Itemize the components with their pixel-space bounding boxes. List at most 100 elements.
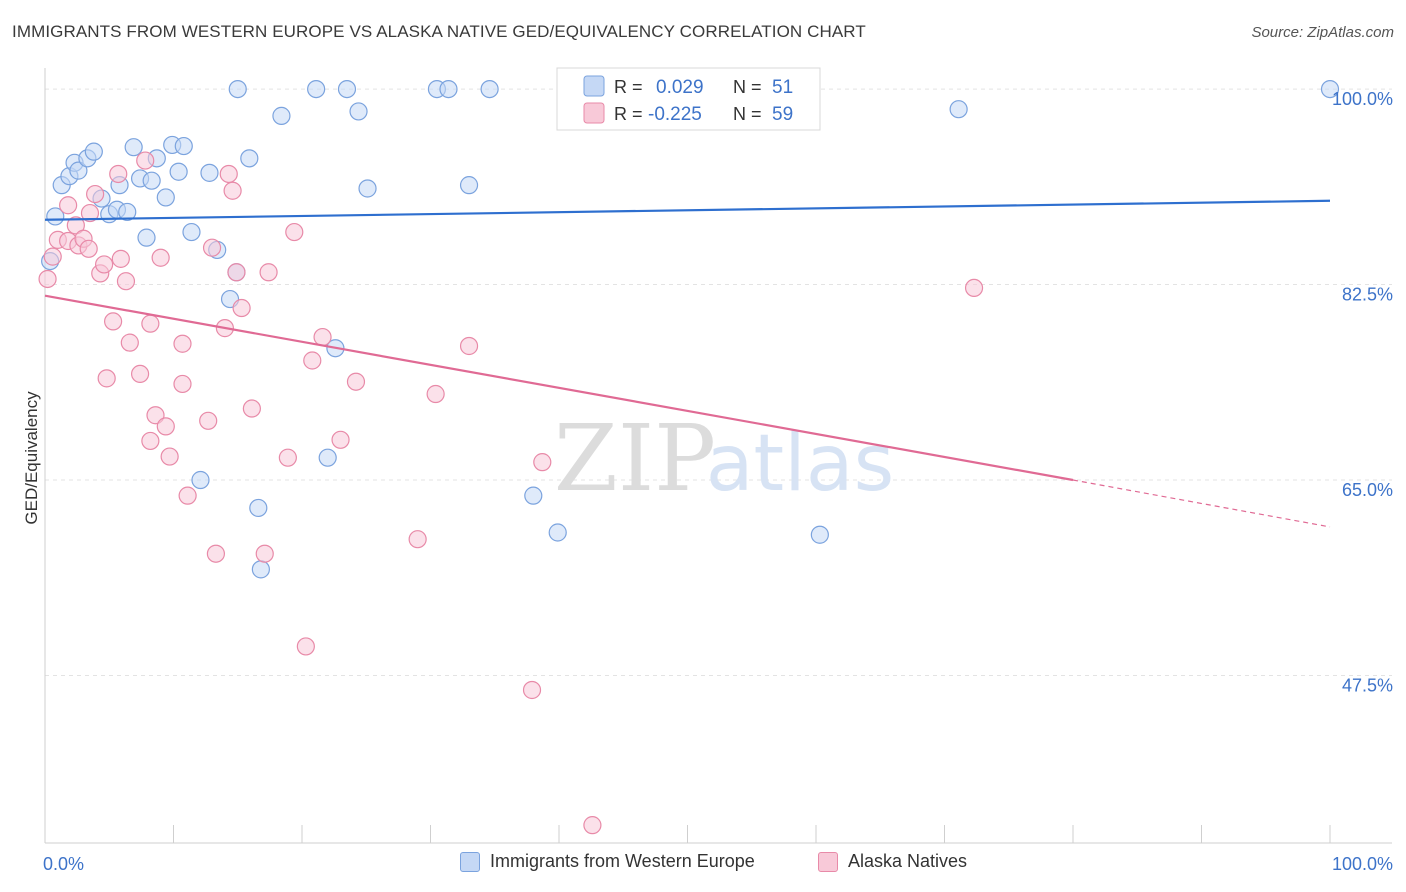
y-tick-label-1: 82.5% (1342, 285, 1393, 305)
data-point-pink-36 (227, 263, 246, 282)
data-point-pink-39 (255, 544, 274, 563)
data-point-blue-37 (349, 102, 368, 121)
data-point-pink-20 (136, 151, 155, 170)
chart-source: Source: ZipAtlas.com (1251, 24, 1394, 41)
data-point-pink-42 (285, 222, 304, 242)
data-point-pink-21 (141, 314, 160, 333)
data-point-blue-29 (240, 149, 259, 168)
legend-top-n-value-blue: 51 (772, 77, 793, 98)
data-point-blue-13 (124, 138, 143, 157)
data-point-pink-30 (199, 411, 218, 430)
watermark-atlas: atlas (706, 419, 895, 509)
axes (44, 68, 1392, 844)
data-point-blue-33 (307, 79, 326, 99)
data-point-pink-15 (109, 164, 128, 184)
data-point-pink-40 (259, 263, 278, 282)
grid-lines (45, 88, 1392, 676)
data-point-blue-32 (272, 106, 291, 125)
data-point-blue-38 (358, 179, 377, 198)
data-point-pink-35 (223, 181, 242, 200)
data-points (38, 79, 1340, 835)
data-point-pink-23 (146, 406, 165, 425)
legend-top-r-label-blue: R = (614, 77, 643, 97)
data-point-pink-37 (232, 298, 251, 318)
data-point-blue-34 (318, 448, 337, 467)
legend-item-alaska-natives: Alaska Natives (818, 851, 967, 872)
data-point-pink-43 (296, 637, 315, 656)
legend-top-n-value-pink: 59 (772, 104, 793, 125)
legend-top-swatch-blue (583, 75, 605, 97)
data-point-pink-26 (160, 447, 179, 466)
data-point-pink-13 (97, 369, 116, 388)
legend-label-alaska-natives: Alaska Natives (848, 851, 968, 871)
data-point-blue-15 (137, 228, 156, 247)
data-point-pink-49 (426, 384, 445, 404)
watermark: ZIP atlas (554, 405, 894, 512)
data-point-blue-31 (251, 560, 270, 579)
data-point-pink-14 (104, 312, 123, 331)
data-point-blue-20 (169, 162, 188, 181)
data-point-pink-45 (313, 327, 332, 347)
data-point-pink-34 (219, 164, 238, 184)
data-point-pink-25 (156, 417, 175, 436)
data-point-pink-16 (111, 249, 130, 268)
data-point-pink-54 (583, 816, 602, 835)
legend-label-western-europe: Immigrants from Western Europe (490, 851, 755, 871)
data-point-pink-32 (206, 544, 226, 563)
data-point-pink-58 (964, 278, 984, 297)
data-point-pink-17 (116, 272, 136, 291)
data-point-blue-43 (524, 486, 543, 505)
data-point-blue-50 (1320, 79, 1340, 99)
data-point-pink-31 (202, 238, 222, 257)
data-point-pink-44 (303, 351, 322, 370)
data-point-pink-10 (86, 184, 105, 204)
y-axis-label: GED/Equivalency (22, 391, 41, 525)
legend-swatch-blue (460, 851, 480, 872)
data-point-blue-44 (548, 523, 567, 542)
data-point-blue-16 (142, 171, 161, 190)
data-point-pink-4 (59, 196, 78, 215)
data-point-pink-28 (173, 374, 192, 394)
data-point-pink-27 (173, 334, 192, 353)
data-point-blue-49 (949, 100, 968, 119)
y-tick-label-3: 47.5% (1342, 675, 1393, 695)
x-tick-label-1: 100.0% (1332, 854, 1393, 874)
data-point-pink-29 (178, 486, 197, 505)
data-point-blue-40 (439, 79, 458, 99)
trend-lines (44, 199, 1331, 528)
data-point-pink-19 (130, 364, 150, 384)
chart-title: IMMIGRANTS FROM WESTERN EUROPE VS ALASKA… (12, 22, 866, 41)
legend-bottom: Immigrants from Western Europe Alaska Na… (0, 851, 1406, 879)
data-point-blue-12 (118, 202, 137, 222)
data-point-pink-9 (80, 203, 100, 223)
trend-line-blue (44, 199, 1331, 221)
data-point-pink-8 (79, 239, 98, 258)
data-point-pink-22 (141, 431, 160, 451)
data-point-pink-38 (242, 399, 261, 418)
y-tick-label-0: 100.0% (1332, 89, 1393, 109)
data-point-blue-28 (228, 79, 247, 99)
data-point-pink-1 (43, 247, 62, 266)
data-point-pink-5 (66, 216, 85, 235)
data-point-blue-30 (249, 498, 268, 518)
data-point-pink-48 (408, 530, 427, 549)
data-point-blue-24 (200, 163, 219, 182)
legend-top: R = 0.029 N = 51 R = -0.225 N = 59 (556, 67, 821, 131)
legend-top-r-value-blue: 0.029 (656, 77, 704, 98)
data-point-blue-7 (84, 142, 103, 161)
x-tick-label-0: 0.0% (43, 854, 84, 874)
data-point-pink-24 (151, 248, 170, 267)
data-point-pink-50 (459, 336, 479, 356)
data-point-pink-51 (522, 680, 542, 700)
data-point-pink-18 (120, 333, 139, 352)
legend-swatch-pink (818, 851, 838, 872)
data-point-blue-41 (459, 176, 479, 195)
legend-item-western-europe: Immigrants from Western Europe (460, 851, 755, 872)
trend-line-pink (44, 294, 1074, 482)
legend-top-r-label-pink: R = (614, 104, 643, 124)
data-point-pink-0 (38, 269, 57, 289)
data-point-pink-41 (278, 448, 297, 467)
data-point-blue-42 (480, 79, 499, 99)
data-point-blue-5 (69, 161, 88, 180)
